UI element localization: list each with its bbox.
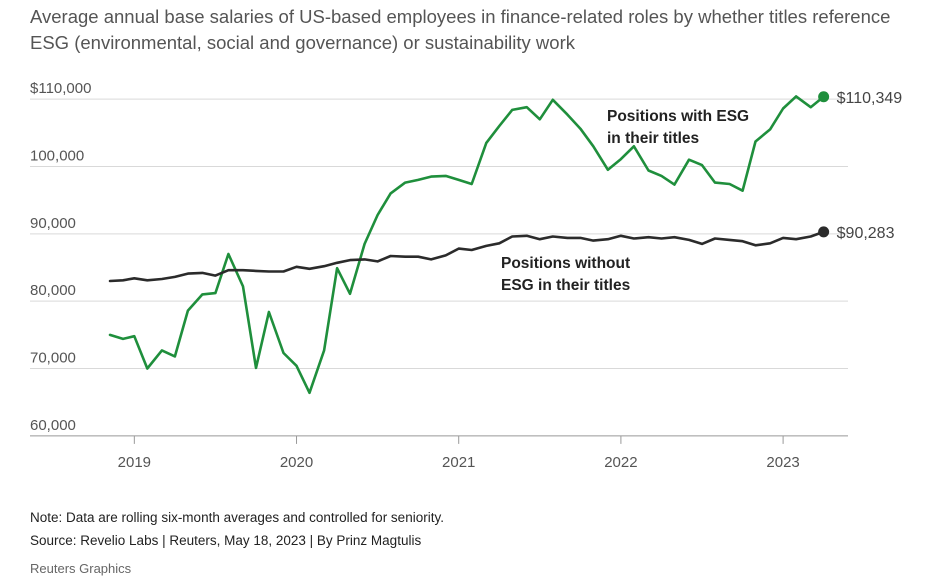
chart-source: Source: Revelio Labs | Reuters, May 18, … <box>30 533 422 548</box>
y-tick-label: $110,000 <box>30 80 91 97</box>
x-tick-label: 2022 <box>604 454 637 471</box>
label-layer: $110,349 $90,283 Positions with ESG in thei… <box>501 90 902 294</box>
non-esg-end-point <box>818 226 830 238</box>
non-esg-series-label: Positions without <box>501 255 630 272</box>
x-axis: 2019 2020 2021 2022 2023 <box>118 435 800 471</box>
chart-note: Note: Data are rolling six-month average… <box>30 510 444 525</box>
esg-series-label: in their titles <box>607 130 699 147</box>
non-esg-end-label: $90,283 <box>837 225 895 242</box>
x-tick-label: 2021 <box>442 454 475 471</box>
x-tick-label: 2023 <box>766 454 799 471</box>
non-esg-series-label: ESG in their titles <box>501 277 630 294</box>
y-tick-label: 100,000 <box>30 147 84 164</box>
grid-layer: 60,000 70,000 80,000 90,000 100,000 $110,000 <box>30 80 848 437</box>
x-tick-label: 2020 <box>280 454 313 471</box>
chart-credit: Reuters Graphics <box>30 561 132 576</box>
y-tick-label: 60,000 <box>30 417 76 434</box>
esg-end-label: $110,349 <box>837 90 903 107</box>
esg-series-line <box>108 95 825 395</box>
x-tick-label: 2019 <box>118 454 151 471</box>
series-layer <box>108 91 830 395</box>
esg-series-label: Positions with ESG <box>607 108 749 125</box>
non-esg-series-line <box>108 230 825 283</box>
y-tick-label: 90,000 <box>30 215 76 232</box>
esg-end-point <box>818 91 830 103</box>
y-tick-label: 80,000 <box>30 282 76 299</box>
y-tick-label: 70,000 <box>30 350 76 367</box>
chart-title: Average annual base salaries of US-based… <box>30 6 891 53</box>
